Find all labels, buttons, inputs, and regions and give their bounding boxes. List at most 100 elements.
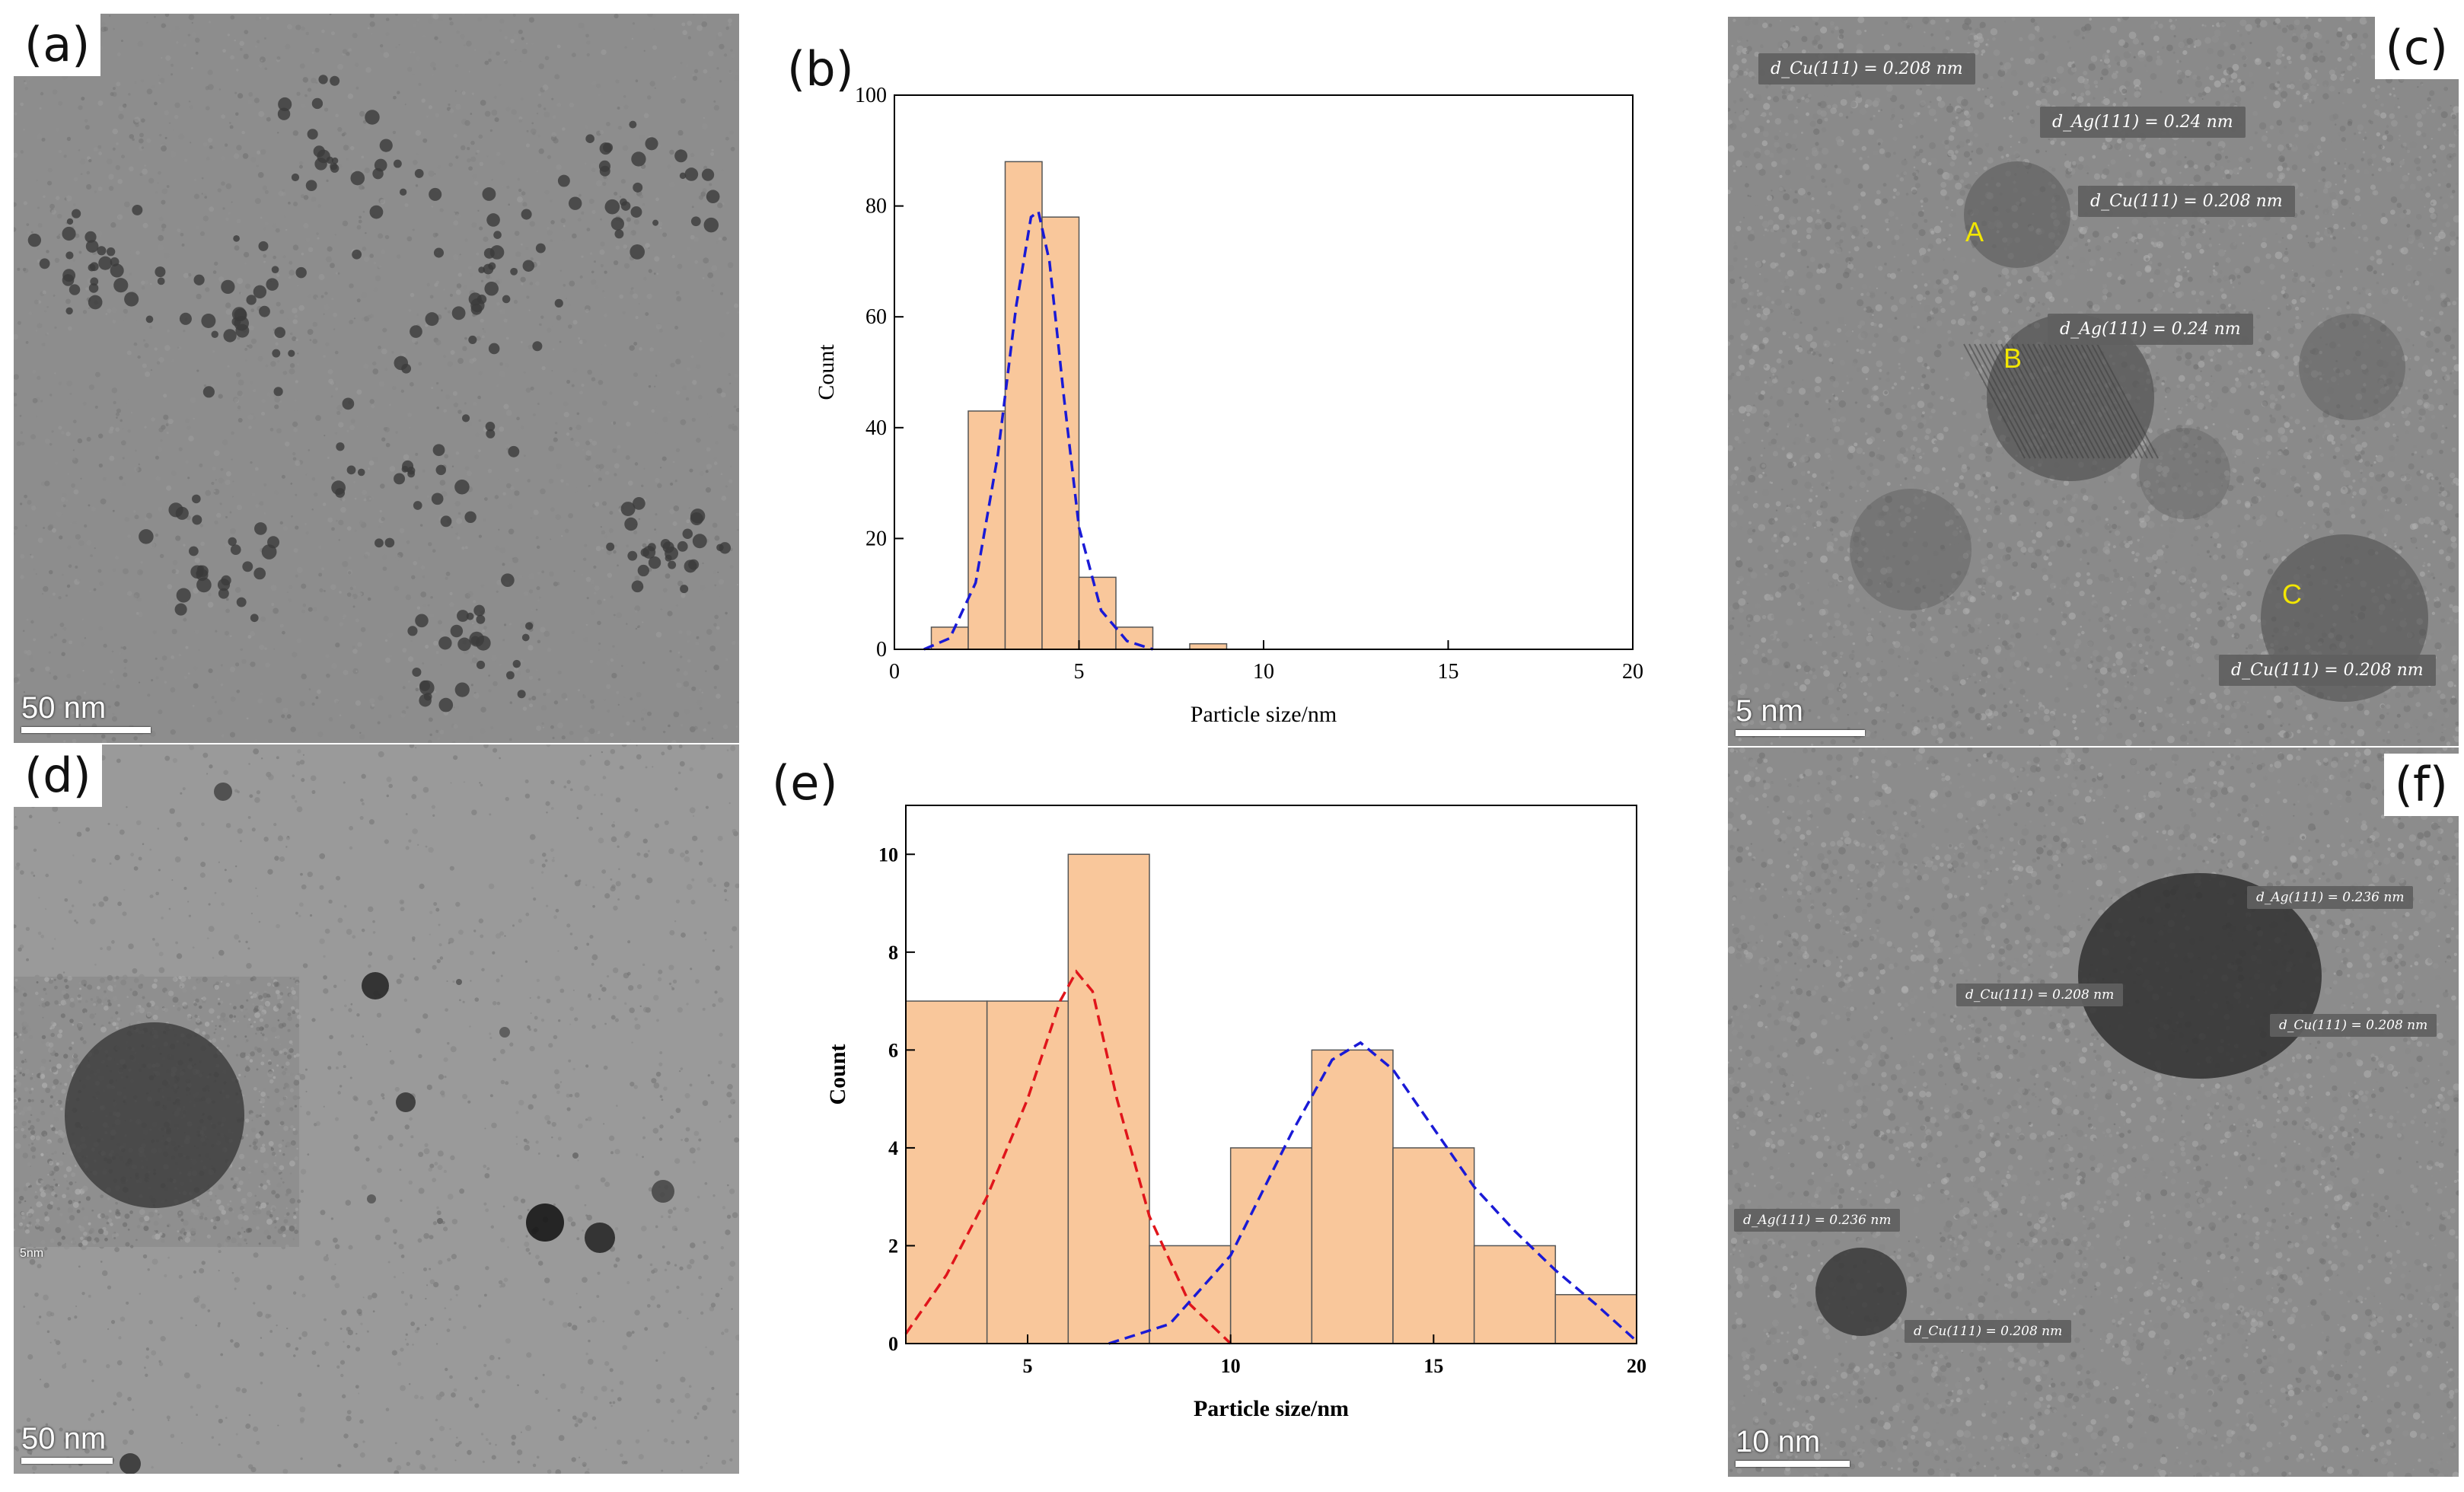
noise-speckle [1847, 263, 1854, 270]
noise-speckle [133, 595, 138, 599]
noise-speckle [510, 39, 515, 43]
noise-speckle [124, 201, 130, 208]
noise-speckle [593, 591, 597, 595]
noise-speckle [270, 585, 277, 591]
noise-speckle [1830, 21, 1834, 26]
noise-speckle [2144, 712, 2147, 714]
noise-speckle [2302, 464, 2306, 469]
noise-speckle [696, 700, 703, 706]
noise-speckle [601, 547, 604, 550]
noise-speckle [595, 464, 601, 469]
noise-speckle [44, 480, 50, 486]
noise-speckle [1888, 648, 1895, 655]
noise-speckle [2415, 547, 2418, 549]
noise-speckle [193, 665, 198, 671]
noise-speckle [2120, 667, 2127, 674]
noise-speckle [422, 138, 428, 143]
noise-speckle [1826, 622, 1831, 626]
noise-speckle [1894, 234, 1900, 241]
noise-speckle [425, 324, 429, 327]
nanoparticle [124, 292, 139, 307]
noise-speckle [435, 232, 438, 237]
noise-speckle [1942, 258, 1945, 261]
noise-speckle [337, 63, 344, 70]
noise-speckle [1930, 368, 1936, 374]
noise-speckle [597, 93, 601, 97]
noise-speckle [365, 232, 367, 234]
noise-speckle [288, 260, 293, 265]
noise-speckle [2387, 731, 2390, 734]
noise-speckle [1865, 642, 1870, 646]
noise-speckle [578, 337, 581, 340]
noise-speckle [2049, 266, 2054, 270]
noise-speckle [1921, 608, 1925, 613]
noise-speckle [2445, 426, 2448, 429]
noise-speckle [2148, 585, 2156, 591]
noise-speckle [2187, 269, 2190, 273]
noise-speckle [1804, 481, 1812, 489]
noise-speckle [94, 190, 97, 193]
noise-speckle [209, 206, 215, 212]
noise-speckle [158, 506, 163, 512]
noise-speckle [2191, 544, 2194, 547]
noise-speckle [540, 488, 546, 495]
noise-speckle [2209, 382, 2214, 386]
noise-speckle [2145, 181, 2149, 185]
noise-speckle [62, 573, 64, 576]
noise-speckle [159, 78, 165, 84]
noise-speckle [681, 724, 683, 727]
noise-speckle [2223, 41, 2229, 47]
noise-speckle [550, 199, 553, 202]
noise-speckle [2005, 547, 2012, 553]
noise-speckle [2355, 267, 2359, 271]
noise-speckle [1876, 360, 1883, 368]
noise-speckle [496, 51, 500, 56]
noise-speckle [2003, 687, 2007, 691]
noise-speckle [55, 127, 59, 132]
noise-speckle [14, 677, 19, 684]
noise-speckle [2406, 377, 2410, 381]
noise-speckle [1738, 598, 1746, 606]
noise-speckle [186, 426, 191, 430]
noise-speckle [357, 642, 362, 647]
noise-speckle [2160, 91, 2163, 94]
noise-speckle [498, 83, 502, 87]
noise-speckle [2390, 209, 2395, 215]
noise-speckle [630, 697, 633, 701]
noise-speckle [2026, 276, 2032, 282]
noise-speckle [2421, 309, 2424, 312]
nanoparticle [155, 266, 166, 278]
noise-speckle [250, 631, 256, 636]
noise-speckle [359, 732, 362, 734]
noise-speckle [236, 218, 241, 224]
noise-speckle [150, 368, 153, 371]
noise-speckle [2156, 549, 2164, 557]
noise-speckle [513, 33, 519, 40]
noise-speckle [2252, 516, 2256, 520]
noise-speckle [256, 40, 260, 43]
noise-speckle [2246, 49, 2249, 53]
noise-speckle [174, 25, 180, 30]
noise-speckle [1834, 397, 1838, 401]
noise-speckle [80, 642, 85, 647]
noise-speckle [2410, 537, 2412, 540]
noise-speckle [1949, 234, 1951, 237]
noise-speckle [2227, 159, 2230, 163]
noise-speckle [2260, 373, 2265, 378]
noise-speckle [311, 477, 316, 481]
noise-speckle [2407, 173, 2410, 175]
noise-speckle [1969, 439, 1978, 448]
noise-speckle [338, 422, 344, 428]
noise-speckle [247, 635, 252, 639]
noise-speckle [1728, 620, 1731, 626]
noise-speckle [530, 257, 534, 261]
noise-speckle [692, 380, 697, 385]
noise-speckle [733, 75, 739, 81]
noise-speckle [1911, 722, 1916, 726]
noise-speckle [1774, 591, 1782, 598]
noise-speckle [1949, 595, 1955, 601]
noise-speckle [554, 422, 558, 425]
noise-speckle [1800, 131, 1803, 134]
noise-speckle [1754, 602, 1761, 610]
noise-speckle [1764, 19, 1767, 22]
